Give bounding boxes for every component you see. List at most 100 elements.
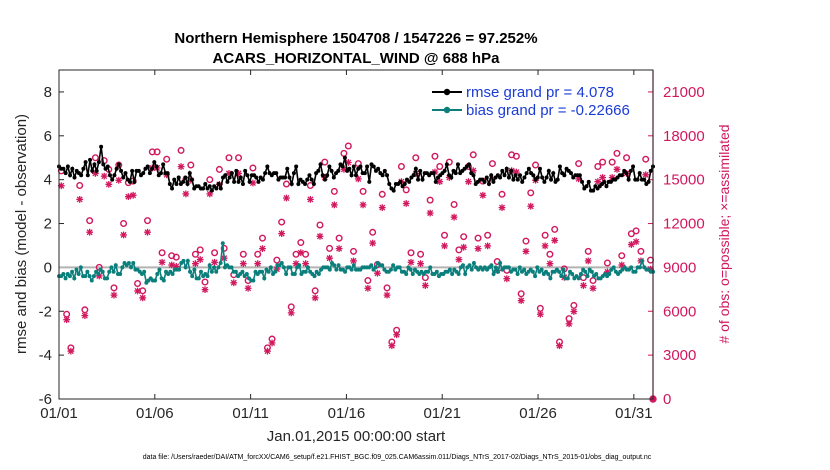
bias-point (303, 269, 308, 274)
rmse-point (351, 164, 356, 169)
obs-possible-point (460, 233, 468, 241)
obs-possible-point (115, 161, 123, 169)
bias-point (351, 263, 356, 268)
chart-title-line2: ACARS_HORIZONTAL_WIND @ 688 hPa (213, 50, 501, 67)
rmse-point (154, 164, 159, 169)
obs-assimilated-stroke (484, 242, 491, 249)
x-tick-label: 01/16 (328, 405, 366, 422)
obs-assimilated-point (407, 258, 415, 266)
obs-assimilated-stroke (393, 331, 400, 338)
obs-assimilated-point (206, 190, 214, 198)
bias-point (107, 269, 112, 274)
bias-point (327, 267, 332, 272)
rmse-point (214, 186, 219, 191)
obs-assimilated-point (297, 249, 305, 257)
bias-point (391, 263, 396, 268)
bias-point (67, 274, 72, 279)
x-tick-label: 01/26 (519, 405, 557, 422)
rmse-point (232, 179, 237, 184)
bias-point (87, 274, 92, 279)
obs-assimilated-point (594, 178, 602, 186)
bias-point (515, 271, 520, 276)
rmse-point (320, 173, 325, 178)
bias-point (565, 276, 570, 281)
rmse-point (79, 173, 84, 178)
obs-assimilated-stroke (542, 242, 549, 249)
obs-assimilated-point (144, 228, 151, 236)
rmse-point (170, 186, 175, 191)
obs-assimilated-point (455, 256, 463, 263)
bias-point (190, 274, 195, 279)
obs-possible-point (488, 160, 496, 168)
x-tick-label: 01/01 (40, 405, 78, 422)
rmse-point (119, 168, 124, 173)
rmse-point (283, 175, 288, 180)
bias-point (292, 271, 297, 276)
bias-point (183, 265, 188, 270)
obs-assimilated-point (350, 257, 357, 265)
obs-possible-point (603, 259, 611, 267)
obs-assimilated-point (268, 339, 276, 347)
obs-assimilated-point (541, 242, 549, 250)
obs-assimilated-point (613, 165, 621, 173)
rmse-point (413, 166, 418, 171)
bias-point (262, 276, 267, 281)
obs-assimilated-stroke (331, 201, 338, 208)
rmse-point (127, 179, 132, 184)
obs-possible-point (211, 249, 219, 257)
obs-assimilated-point (441, 242, 448, 250)
bias-point (229, 265, 234, 270)
bias-point (196, 276, 201, 281)
obs-possible-point (177, 146, 185, 154)
obs-assimilated-stroke (451, 214, 458, 221)
obs-assimilated-stroke (134, 287, 141, 295)
obs-assimilated-stroke (503, 275, 510, 282)
rmse-point (94, 168, 99, 173)
rmse-point (555, 177, 560, 182)
bias-point (83, 274, 88, 279)
y-right-tick-label: 3000 (663, 347, 696, 364)
rmse-point (289, 182, 294, 187)
obs-assimilated-stroke (293, 260, 300, 267)
legend-rmse-marker (443, 88, 451, 96)
obs-assimilated-point (335, 245, 343, 253)
bias-point (533, 274, 538, 279)
obs-assimilated-point (196, 256, 204, 263)
obs-assimilated-stroke (355, 175, 362, 182)
obs-assimilated-stroke (168, 262, 175, 269)
bias-point (78, 265, 83, 270)
rmse-point (245, 173, 250, 178)
rmse-point (227, 175, 232, 180)
rmse-point (256, 179, 261, 184)
obs-assimilated-stroke (599, 174, 606, 181)
x-axis-label: Jan.01,2015 00:00:00 start (267, 428, 446, 445)
rmse-point (81, 166, 86, 171)
bias-point (397, 265, 402, 270)
obs-assimilated-stroke (76, 196, 83, 203)
obs-assimilated-stroke (369, 240, 376, 247)
obs-assimilated-point (426, 209, 434, 217)
obs-assimilated-point (287, 309, 295, 317)
rmse-point (254, 175, 259, 180)
rmse-point (236, 179, 241, 184)
rmse-point (358, 164, 363, 169)
rmse-point (322, 177, 327, 182)
y-left-tick-label: -6 (39, 391, 52, 408)
rmse-point (123, 171, 128, 176)
bias-point (633, 269, 638, 274)
y-right-tick-label: 9000 (663, 259, 696, 276)
rmse-point (551, 171, 556, 176)
bias-point (214, 269, 219, 274)
obs-possible-point (158, 249, 166, 257)
obs-possible-point (86, 217, 94, 225)
obs-assimilated-point (570, 308, 578, 315)
rmse-point (347, 166, 352, 171)
rmse-point (484, 175, 489, 180)
rmse-point (265, 164, 270, 169)
rmse-point (502, 173, 507, 178)
bias-point (305, 265, 310, 270)
obs-assimilated-point (326, 254, 333, 262)
obs-possible-point (407, 249, 415, 257)
rmse-point (150, 166, 155, 171)
rmse-point (203, 182, 208, 187)
